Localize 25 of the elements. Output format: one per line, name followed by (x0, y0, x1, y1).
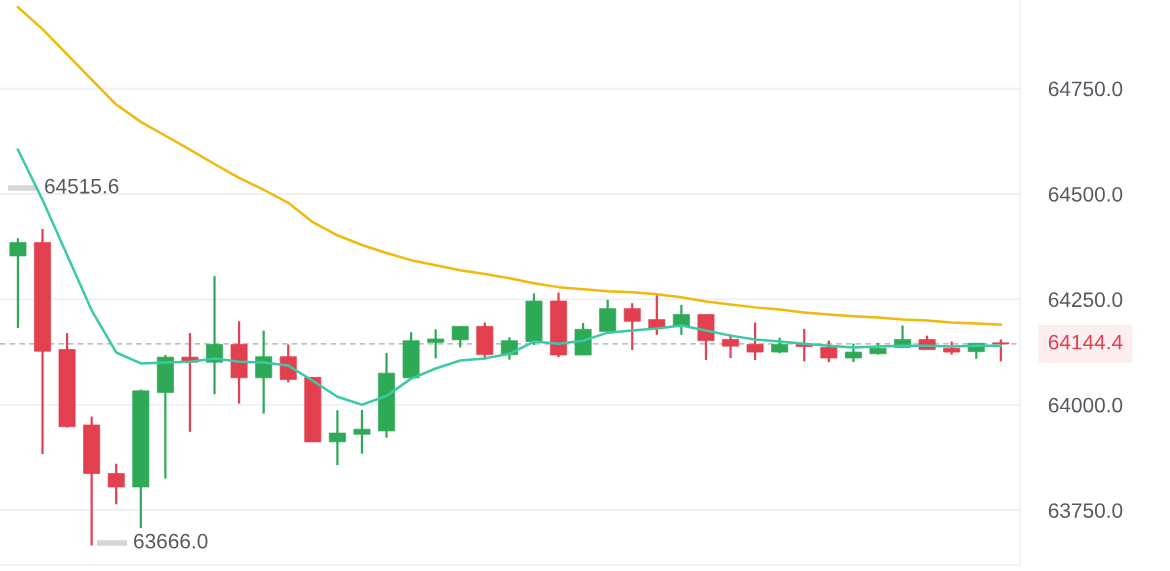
candlestick (206, 275, 223, 396)
candlestick (992, 338, 1010, 363)
annotation: 64515.6 (45, 178, 119, 194)
candlestick (107, 462, 125, 506)
candlestick (9, 237, 27, 330)
candlestick (746, 321, 764, 362)
candlestick (722, 333, 739, 360)
y-tick-label: 64250.0 (1048, 292, 1123, 308)
candlestick (451, 325, 469, 349)
candlestick (820, 339, 838, 364)
candlestick (623, 302, 641, 352)
candlestick (353, 408, 371, 455)
line-series (16, 5, 1003, 326)
candlestick (427, 328, 445, 360)
ref-line-label: 64144.4 (1048, 334, 1123, 350)
candlestick (648, 293, 666, 336)
y-tick-label: 64500.0 (1048, 186, 1123, 202)
y-tick-label: 64750.0 (1048, 81, 1123, 97)
candlestick (844, 342, 862, 364)
candlestick (328, 409, 346, 467)
annotation: 63666.0 (134, 533, 208, 549)
candlestick (279, 343, 297, 384)
y-tick-label: 64000.0 (1048, 397, 1123, 413)
candlestick (599, 298, 617, 333)
y-tick-label: 63750.0 (1048, 503, 1123, 518)
